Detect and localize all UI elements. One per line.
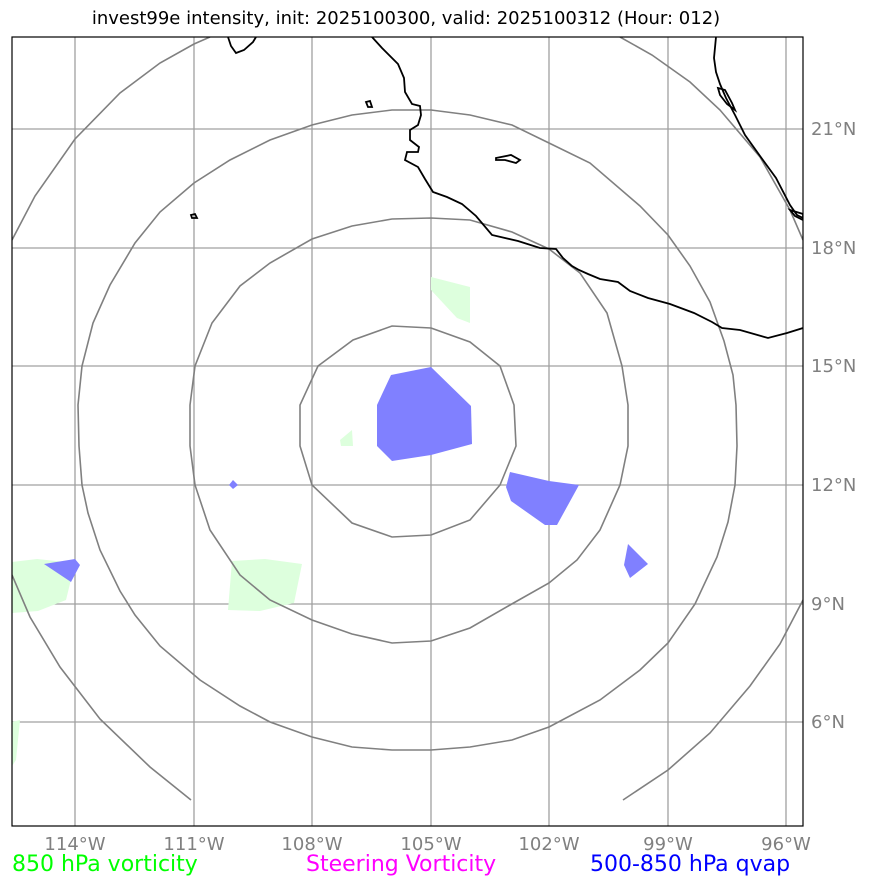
lat-label: 12°N: [811, 475, 856, 496]
qvap-patch: [229, 480, 238, 489]
legend-steering-vorticity: Steering Vorticity: [306, 852, 497, 877]
legend-qvap: 500-850 hPa qvap: [590, 852, 791, 877]
qvap-patch: [624, 544, 648, 578]
coastline-island: [716, 86, 738, 113]
range-ring-2: [189, 217, 629, 644]
lon-label: 108°W: [281, 834, 342, 855]
range-ring-4: [12, 37, 211, 241]
range-ring-3: [77, 109, 738, 751]
qvap-patch: [506, 472, 579, 525]
vorticity-850-fills: [12, 277, 470, 766]
lon-label: 111°W: [163, 834, 224, 855]
lon-label: 114°W: [44, 834, 105, 855]
vorticity-patch: [12, 720, 20, 766]
map-frame: [11, 36, 804, 827]
vorticity-patch: [228, 559, 302, 611]
range-ring-4: [622, 599, 803, 801]
range-ring-4: [619, 37, 803, 241]
coastline-lake: [495, 154, 522, 164]
lat-label: 21°N: [811, 119, 856, 140]
lon-tick-labels: 114°W 111°W 108°W 105°W 102°W 99°W 96°W: [44, 834, 811, 855]
coastline-mainland: [371, 37, 803, 339]
range-ring-1: [299, 325, 517, 538]
lat-label: 18°N: [811, 238, 856, 259]
lon-label: 96°W: [761, 834, 811, 855]
coastline-island: [364, 99, 374, 108]
vorticity-patch: [431, 277, 470, 323]
range-ring-4: [12, 574, 192, 801]
lon-label: 99°W: [643, 834, 693, 855]
lon-label: 102°W: [518, 834, 579, 855]
lat-label: 6°N: [811, 712, 845, 733]
qvap-patch: [377, 367, 472, 461]
lat-label: 9°N: [811, 594, 845, 615]
legend-850-vorticity: 850 hPa vorticity: [12, 852, 198, 877]
lat-tick-labels: 21°N 18°N 15°N 12°N 9°N 6°N: [811, 119, 856, 733]
coastlines: [189, 37, 803, 339]
lat-label: 15°N: [811, 356, 856, 377]
map-title: invest99e intensity, init: 2025100300, v…: [91, 8, 721, 29]
vorticity-patch: [340, 430, 353, 446]
qvap-patch: [44, 559, 80, 582]
coastline-baja-tip: [227, 37, 257, 55]
coastline-island: [787, 208, 803, 222]
coastline-gulf-mexico: [713, 37, 803, 219]
lon-label: 105°W: [400, 834, 461, 855]
qvap-fills: [44, 367, 648, 582]
map-plot-area: [12, 37, 803, 826]
coastline-island: [189, 212, 199, 219]
